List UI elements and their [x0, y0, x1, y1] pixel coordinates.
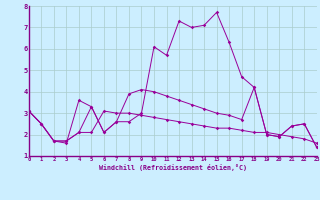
X-axis label: Windchill (Refroidissement éolien,°C): Windchill (Refroidissement éolien,°C)	[99, 164, 247, 171]
